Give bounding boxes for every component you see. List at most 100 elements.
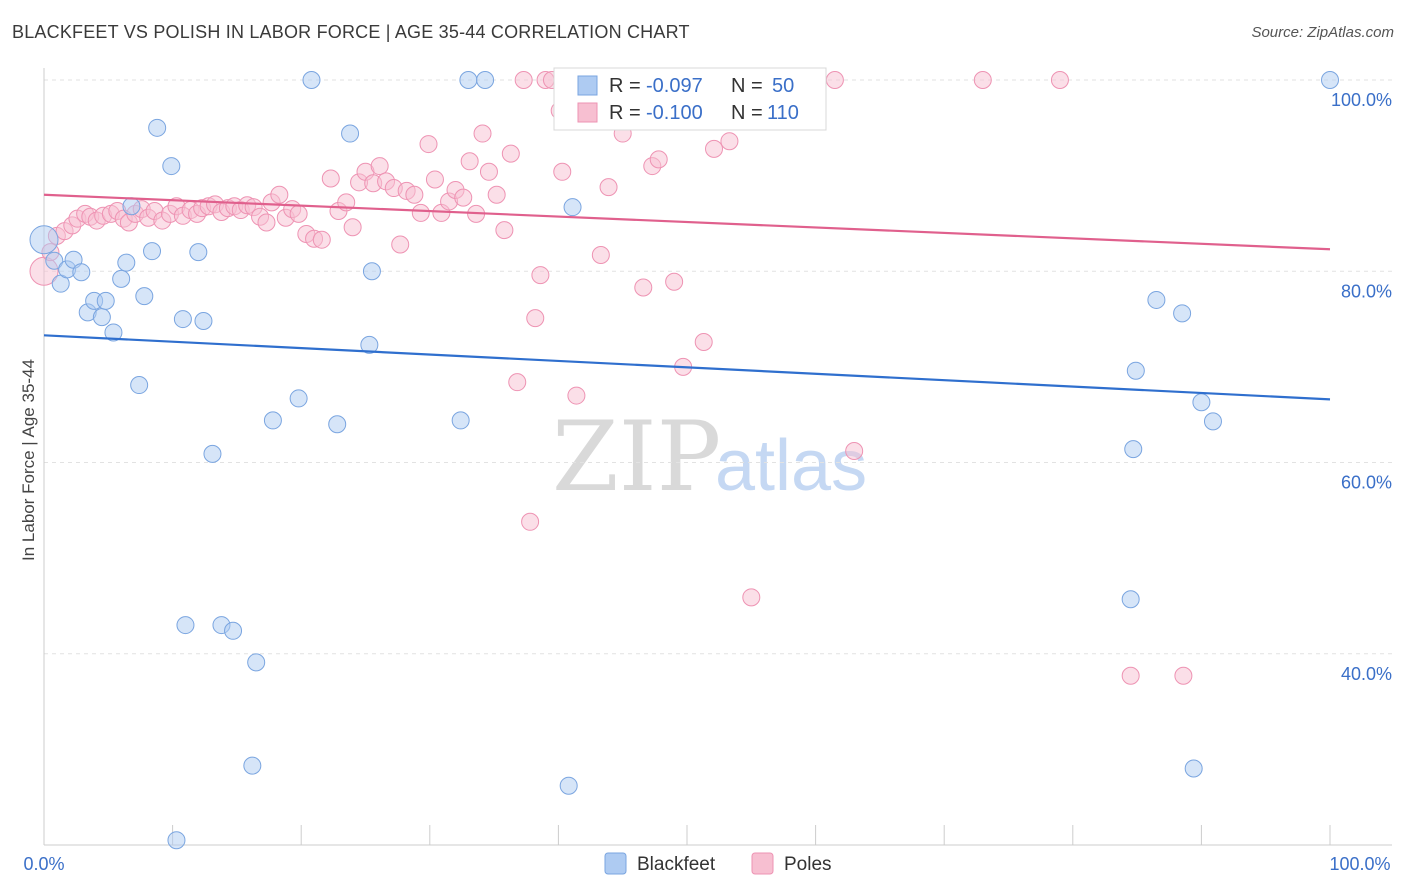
blackfeet-point-34 xyxy=(360,335,379,354)
chart-title: BLACKFEET VS POLISH IN LABOR FORCE | AGE… xyxy=(12,22,690,42)
blackfeet-point-35 xyxy=(362,262,381,281)
bottom-legend-poles: Poles xyxy=(784,854,832,875)
blackfeet-point-18 xyxy=(162,157,181,176)
blackfeet-point-0 xyxy=(29,225,59,255)
blackfeet-point-33 xyxy=(341,124,360,143)
y-tick-label-2: 60.0% xyxy=(1341,473,1392,493)
poles-point-80 xyxy=(567,386,586,405)
blackfeet-point-32 xyxy=(328,415,347,434)
poles-point-107 xyxy=(1121,666,1140,685)
legend-swatch-blackfeet xyxy=(577,75,598,96)
blackfeet-point-27 xyxy=(243,756,262,775)
poles-point-105 xyxy=(973,71,992,89)
poles-point-50 xyxy=(370,157,389,176)
blackfeet-point-5 xyxy=(72,263,91,282)
poles-point-92 xyxy=(649,150,668,169)
poles-point-43 xyxy=(321,169,340,188)
poles-point-53 xyxy=(391,235,410,254)
poles-point-73 xyxy=(526,309,545,328)
poles-point-65 xyxy=(473,124,492,143)
blackfeet-point-17 xyxy=(148,118,167,137)
blackfeet-point-37 xyxy=(459,71,478,89)
blackfeet-point-30 xyxy=(289,389,308,408)
blackfeet-point-47 xyxy=(1184,759,1203,778)
poles-points xyxy=(29,71,1193,685)
poles-point-66 xyxy=(479,162,498,181)
legend-swatch-poles xyxy=(577,102,598,123)
poles-point-39 xyxy=(289,204,308,223)
legend-r-blackfeet: -0.097 xyxy=(646,75,703,97)
watermark-zip: ZIP xyxy=(552,401,721,513)
poles-point-108 xyxy=(1174,666,1193,685)
trend-lines xyxy=(43,193,1331,401)
poles-point-63 xyxy=(460,152,479,171)
tick-labels: 100.0% 80.0% 60.0% 40.0% 0.0% 100.0% xyxy=(23,90,1392,874)
watermark-atlas: atlas xyxy=(715,426,867,506)
poles-point-90 xyxy=(634,278,653,297)
poles-point-71 xyxy=(514,71,533,89)
poles-point-101 xyxy=(742,588,761,607)
bottom-legend-blackfeet: Blackfeet xyxy=(637,854,716,875)
poles-point-46 xyxy=(343,218,362,237)
blackfeet-point-44 xyxy=(1126,361,1145,380)
poles-point-99 xyxy=(720,132,739,151)
blackfeet-point-49 xyxy=(1203,412,1222,431)
legend-r-poles: -0.100 xyxy=(646,102,703,124)
blackfeet-point-28 xyxy=(247,653,266,672)
poles-point-56 xyxy=(411,203,430,222)
poles-point-36 xyxy=(270,185,289,204)
poles-point-94 xyxy=(665,272,684,291)
poles-point-104 xyxy=(845,442,864,461)
blackfeet-point-11 xyxy=(112,269,131,288)
poles-point-98 xyxy=(705,139,724,158)
blackfeet-point-48 xyxy=(1192,393,1211,412)
poles-point-62 xyxy=(454,188,473,207)
poles-point-55 xyxy=(405,185,424,204)
poles-point-72 xyxy=(521,512,540,531)
blackfeet-point-24 xyxy=(203,444,222,463)
blackfeet-point-1 xyxy=(45,251,64,270)
source-label: Source: ZipAtlas.com xyxy=(1251,24,1394,41)
legend-n-label: N = xyxy=(731,75,763,97)
poles-point-42 xyxy=(312,230,331,249)
poles-point-68 xyxy=(495,221,514,240)
y-tick-label-0: 100.0% xyxy=(1331,90,1392,110)
blackfeet-point-31 xyxy=(302,71,321,89)
poles-point-78 xyxy=(553,162,572,181)
poles-point-69 xyxy=(501,144,520,163)
poles-point-106 xyxy=(1050,71,1069,89)
poles-point-85 xyxy=(599,178,618,197)
blackfeet-point-38 xyxy=(476,71,495,89)
gridlines xyxy=(44,79,1392,655)
legend-r-label-2: R = xyxy=(609,102,641,124)
poles-point-67 xyxy=(487,185,506,204)
y-tick-label-3: 40.0% xyxy=(1341,664,1392,684)
blackfeet-point-12 xyxy=(117,253,136,272)
blackfeet-point-43 xyxy=(1124,440,1143,459)
blackfeet-trend-line xyxy=(43,334,1331,401)
blackfeet-point-9 xyxy=(96,291,115,310)
bottom-legend-swatch-poles xyxy=(751,852,774,875)
poles-point-57 xyxy=(419,135,438,154)
blackfeet-point-13 xyxy=(122,197,141,216)
blackfeet-point-42 xyxy=(1121,590,1140,609)
blackfeet-points xyxy=(29,71,1339,850)
legend-r-label: R = xyxy=(609,75,641,97)
blackfeet-point-23 xyxy=(194,311,213,330)
poles-point-58 xyxy=(425,170,444,189)
blackfeet-point-39 xyxy=(559,776,578,795)
blackfeet-point-40 xyxy=(563,198,582,217)
y-axis-label: In Labor Force | Age 35-44 xyxy=(19,359,38,561)
blackfeet-point-19 xyxy=(167,831,186,850)
legend-n-poles: 110 xyxy=(767,102,799,124)
x-tick-label-end: 100.0% xyxy=(1329,854,1390,874)
blackfeet-point-22 xyxy=(189,243,208,262)
legend-frame xyxy=(553,67,827,131)
blackfeet-point-29 xyxy=(263,411,282,430)
blackfeet-point-16 xyxy=(143,242,162,261)
blackfeet-point-45 xyxy=(1147,290,1166,309)
poles-point-84 xyxy=(591,245,610,264)
blackfeet-point-20 xyxy=(173,310,192,329)
x-tick-label-start: 0.0% xyxy=(23,854,64,874)
